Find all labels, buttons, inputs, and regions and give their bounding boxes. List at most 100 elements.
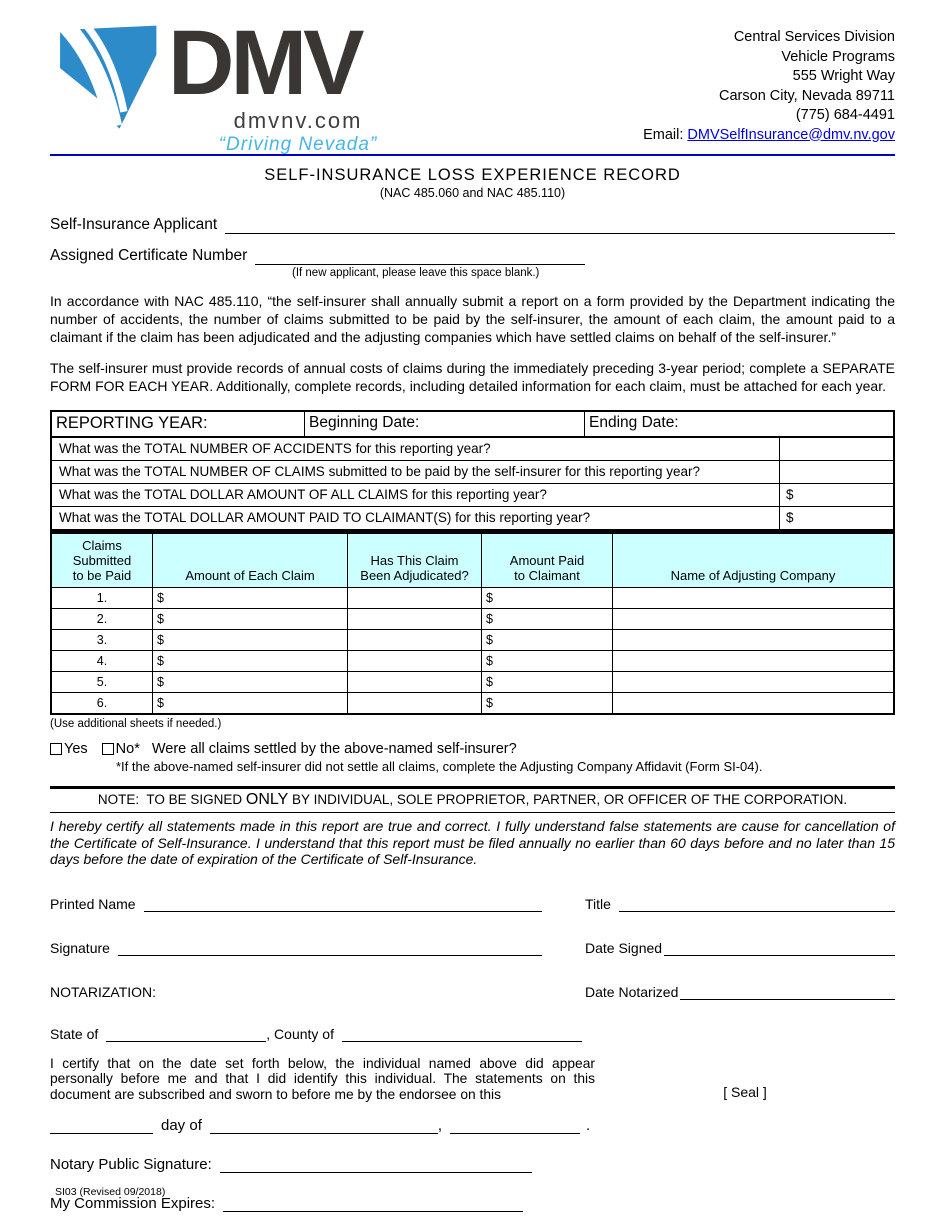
applicant-input-line[interactable]	[225, 216, 895, 234]
claim-adjudicated-field[interactable]	[348, 693, 482, 713]
claim-company-field[interactable]	[613, 672, 893, 692]
state-of-label: State of	[50, 1025, 99, 1042]
date-signed-label: Date Signed	[585, 939, 663, 956]
claim-adjudicated-field[interactable]	[348, 651, 482, 671]
claim-company-field[interactable]	[613, 609, 893, 629]
additional-sheets-note: (Use additional sheets if needed.)	[50, 718, 222, 730]
claim-amount-field[interactable]: $	[153, 651, 348, 671]
instructions-paragraph-1: In accordance with NAC 485.110, “the sel…	[50, 293, 895, 345]
answer-dollar-all-claims[interactable]: $	[779, 484, 893, 506]
claim-paid-field[interactable]: $	[482, 672, 613, 692]
claims-table-header: Claims Submitted to be Paid Amount of Each…	[52, 534, 893, 588]
header-adjudicated: Has This Claim Been Adjudicated?	[348, 534, 482, 587]
settled-footnote: *If the above-named self-insurer did not…	[116, 759, 763, 774]
notary-signature-line[interactable]	[219, 1155, 532, 1173]
claim-company-field[interactable]	[613, 651, 893, 671]
printed-name-label: Printed Name	[50, 895, 136, 912]
notarization-label: NOTARIZATION:	[50, 983, 157, 1000]
contact-program: Vehicle Programs	[781, 48, 895, 65]
form-header: DMV dmvnv.com “Driving Nevada” Central S…	[50, 12, 895, 155]
dmv-logo: DMV dmvnv.com “Driving Nevada”	[50, 12, 430, 155]
signature-label: Signature	[50, 939, 110, 956]
day-line[interactable]	[50, 1116, 153, 1134]
claim-adjudicated-field[interactable]	[348, 630, 482, 650]
contact-email-row: Email: DMVSelfInsurance@dmv.nv.gov	[643, 126, 895, 146]
question-dollar-paid-claimants: What was the TOTAL DOLLAR AMOUNT PAID TO…	[59, 510, 591, 525]
claim-number: 5.	[52, 672, 153, 692]
email-link[interactable]: DMVSelfInsurance@dmv.nv.gov	[687, 126, 895, 143]
claim-paid-field[interactable]: $	[482, 609, 613, 629]
settled-question: Were all claims settled by the above-nam…	[151, 741, 517, 757]
email-label: Email:	[643, 126, 688, 143]
claim-company-field[interactable]	[613, 588, 893, 608]
form-number-footer: SI03 (Revised 09/2018)	[55, 1186, 166, 1198]
certificate-hint: (If new applicant, please leave this spa…	[292, 267, 540, 279]
claim-amount-field[interactable]: $	[153, 672, 348, 692]
period-text: .	[586, 1117, 591, 1134]
date-notarized-line[interactable]	[680, 982, 895, 1000]
title-label: Title	[585, 895, 611, 912]
answer-total-claims[interactable]	[779, 461, 893, 483]
year-line[interactable]	[450, 1116, 581, 1134]
ending-date-cell[interactable]: Ending Date:	[585, 412, 893, 436]
month-line[interactable]	[209, 1116, 438, 1134]
claim-adjudicated-field[interactable]	[348, 672, 482, 692]
beginning-date-cell[interactable]: Beginning Date:	[305, 412, 585, 436]
claim-row-2: 2. $ $	[52, 609, 893, 630]
question-total-accidents: What was the TOTAL NUMBER OF ACCIDENTS f…	[59, 441, 491, 456]
form-subtitle: (NAC 485.060 and NAC 485.110)	[379, 186, 566, 200]
claim-paid-field[interactable]: $	[482, 693, 613, 713]
printed-name-line[interactable]	[143, 894, 542, 912]
date-signed-line[interactable]	[664, 938, 895, 956]
claim-paid-field[interactable]: $	[482, 588, 613, 608]
claim-amount-field[interactable]: $	[153, 609, 348, 629]
contact-division: Central Services Division	[733, 29, 895, 45]
nevada-road-icon	[58, 20, 157, 129]
no-label: No*	[115, 741, 140, 757]
state-line[interactable]	[106, 1024, 267, 1042]
claim-paid-field[interactable]: $	[482, 630, 613, 650]
claim-paid-field[interactable]: $	[482, 651, 613, 671]
answer-total-accidents[interactable]	[779, 438, 893, 460]
notary-signature-label: Notary Public Signature:	[50, 1156, 212, 1173]
note-only-emphasis: ONLY	[245, 791, 289, 808]
claim-number: 6.	[52, 693, 153, 713]
title-line[interactable]	[618, 894, 895, 912]
instructions-paragraph-2: The self-insurer must provide records of…	[50, 360, 895, 394]
date-notarized-label: Date Notarized	[585, 983, 679, 1000]
ending-date-label: Ending Date:	[589, 414, 679, 431]
reporting-summary-table: REPORTING YEAR: Beginning Date: Ending D…	[50, 410, 895, 531]
claim-number: 2.	[52, 609, 153, 629]
claim-company-field[interactable]	[613, 630, 893, 650]
signing-note: NOTE: TO BE SIGNED ONLY BY INDIVIDUAL, S…	[50, 786, 895, 813]
beginning-date-label: Beginning Date:	[309, 414, 420, 431]
reporting-year-cell[interactable]: REPORTING YEAR:	[52, 412, 305, 436]
claim-row-5: 5. $ $	[52, 672, 893, 693]
commission-expires-line[interactable]	[223, 1194, 524, 1212]
claims-detail-table: Claims Submitted to be Paid Amount of Each…	[50, 531, 895, 715]
header-claims-submitted: Claims Submitted to be Paid	[52, 534, 153, 587]
claim-adjudicated-field[interactable]	[348, 588, 482, 608]
certificate-input-line[interactable]	[255, 247, 586, 265]
yes-checkbox[interactable]	[50, 743, 62, 755]
answer-dollar-paid-claimants[interactable]: $	[779, 507, 893, 529]
county-line[interactable]	[341, 1024, 582, 1042]
dollar-prefix: $	[786, 487, 794, 502]
claim-row-4: 4. $ $	[52, 651, 893, 672]
claim-amount-field[interactable]: $	[153, 588, 348, 608]
claim-row-6: 6. $ $	[52, 693, 893, 713]
claim-adjudicated-field[interactable]	[348, 609, 482, 629]
commission-expires-label: My Commission Expires:	[50, 1195, 216, 1212]
county-of-label: , County of	[266, 1025, 334, 1042]
question-dollar-all-claims: What was the TOTAL DOLLAR AMOUNT OF ALL …	[59, 487, 547, 502]
claim-amount-field[interactable]: $	[153, 693, 348, 713]
claim-company-field[interactable]	[613, 693, 893, 713]
dmv-wordmark: DMV	[168, 12, 364, 114]
certificate-label: Assigned Certificate Number	[50, 247, 248, 264]
claim-amount-field[interactable]: $	[153, 630, 348, 650]
question-total-claims: What was the TOTAL NUMBER OF CLAIMS subm…	[59, 464, 701, 479]
no-checkbox[interactable]	[101, 743, 114, 755]
signature-line[interactable]	[117, 938, 542, 956]
header-amount-paid: Amount Paid to Claimant	[482, 534, 613, 587]
